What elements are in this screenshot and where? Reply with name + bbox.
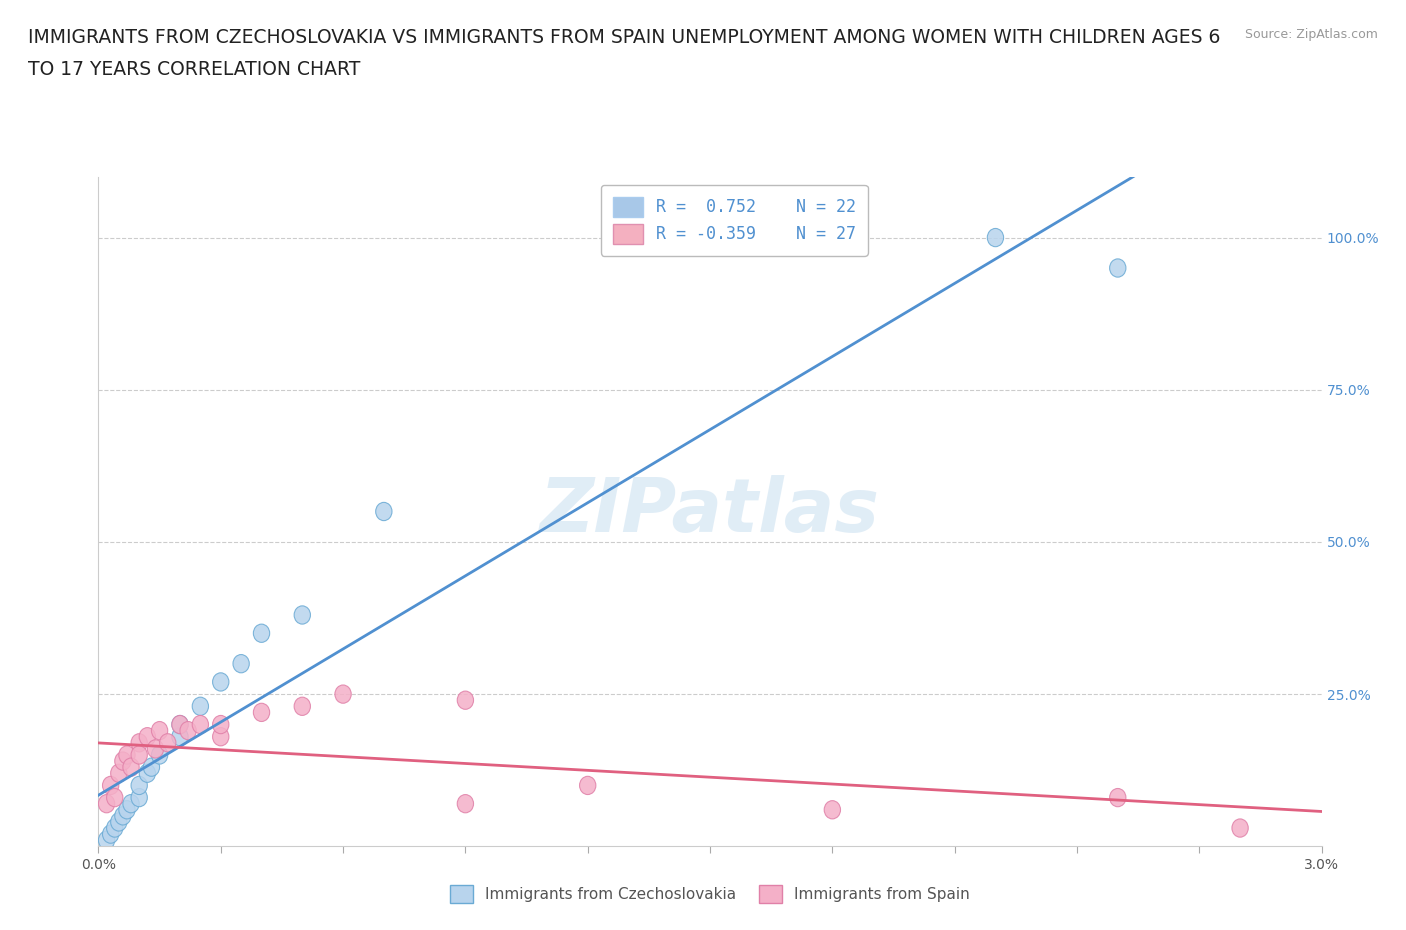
Ellipse shape xyxy=(180,722,197,739)
Ellipse shape xyxy=(233,655,249,672)
Ellipse shape xyxy=(172,727,188,746)
Ellipse shape xyxy=(579,777,596,794)
Ellipse shape xyxy=(987,229,1004,246)
Text: TO 17 YEARS CORRELATION CHART: TO 17 YEARS CORRELATION CHART xyxy=(28,60,360,79)
Ellipse shape xyxy=(212,715,229,734)
Ellipse shape xyxy=(375,502,392,521)
Ellipse shape xyxy=(1232,819,1249,837)
Ellipse shape xyxy=(253,703,270,722)
Legend: Immigrants from Czechoslovakia, Immigrants from Spain: Immigrants from Czechoslovakia, Immigran… xyxy=(437,872,983,916)
Ellipse shape xyxy=(107,789,122,806)
Text: IMMIGRANTS FROM CZECHOSLOVAKIA VS IMMIGRANTS FROM SPAIN UNEMPLOYMENT AMONG WOMEN: IMMIGRANTS FROM CZECHOSLOVAKIA VS IMMIGR… xyxy=(28,28,1220,46)
Ellipse shape xyxy=(193,698,208,715)
Ellipse shape xyxy=(120,801,135,819)
Ellipse shape xyxy=(103,777,120,794)
Ellipse shape xyxy=(115,806,131,825)
Ellipse shape xyxy=(193,715,208,734)
Ellipse shape xyxy=(212,672,229,691)
Ellipse shape xyxy=(131,777,148,794)
Text: Source: ZipAtlas.com: Source: ZipAtlas.com xyxy=(1244,28,1378,41)
Ellipse shape xyxy=(152,722,167,739)
Ellipse shape xyxy=(107,819,122,837)
Ellipse shape xyxy=(143,758,160,777)
Ellipse shape xyxy=(98,831,115,849)
Ellipse shape xyxy=(131,789,148,806)
Ellipse shape xyxy=(294,605,311,624)
Ellipse shape xyxy=(172,715,188,734)
Ellipse shape xyxy=(457,691,474,710)
Ellipse shape xyxy=(131,746,148,764)
Ellipse shape xyxy=(103,825,120,844)
Ellipse shape xyxy=(212,727,229,746)
Ellipse shape xyxy=(1109,789,1126,806)
Ellipse shape xyxy=(148,739,163,758)
Ellipse shape xyxy=(131,734,148,752)
Ellipse shape xyxy=(115,752,131,770)
Ellipse shape xyxy=(253,624,270,643)
Ellipse shape xyxy=(824,801,841,819)
Ellipse shape xyxy=(1109,259,1126,277)
Ellipse shape xyxy=(120,746,135,764)
Ellipse shape xyxy=(457,794,474,813)
Ellipse shape xyxy=(111,813,127,831)
Ellipse shape xyxy=(152,746,167,764)
Ellipse shape xyxy=(172,715,188,734)
Ellipse shape xyxy=(122,794,139,813)
Text: ZIPatlas: ZIPatlas xyxy=(540,475,880,548)
Ellipse shape xyxy=(122,758,139,777)
Ellipse shape xyxy=(294,698,311,715)
Ellipse shape xyxy=(111,764,127,782)
Ellipse shape xyxy=(335,685,352,703)
Ellipse shape xyxy=(139,764,156,782)
Ellipse shape xyxy=(98,794,115,813)
Ellipse shape xyxy=(160,734,176,752)
Ellipse shape xyxy=(139,727,156,746)
